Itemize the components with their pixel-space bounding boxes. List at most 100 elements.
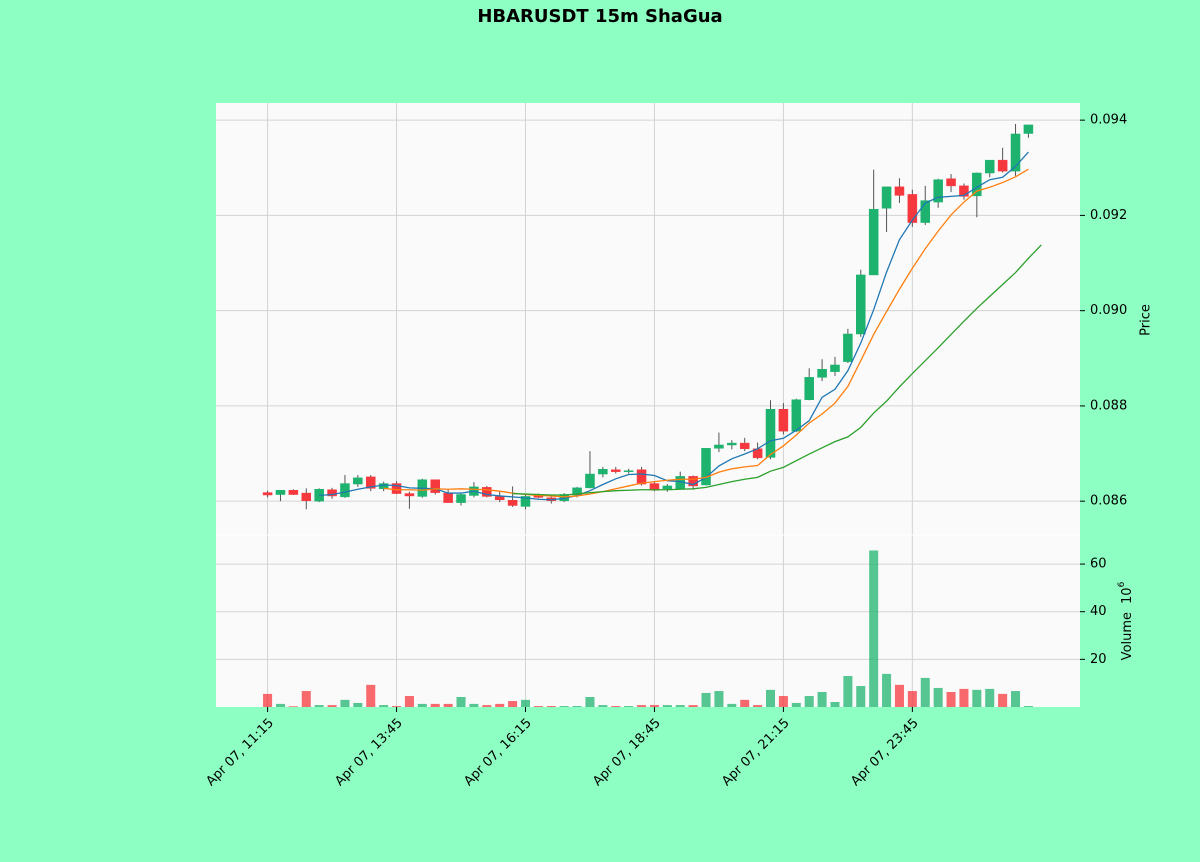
volume-bar [675, 705, 685, 707]
candle-body [340, 483, 350, 498]
volume-bar [701, 692, 711, 707]
candle-body [714, 444, 724, 449]
volume-bar [946, 691, 956, 707]
volume-bar [559, 706, 569, 707]
candle-body [817, 368, 827, 378]
candle-body [791, 399, 802, 432]
volume-bar [327, 705, 337, 707]
y-tick-label: 0.090 [1090, 303, 1127, 318]
candle-body [984, 159, 995, 174]
volume-bar [546, 706, 556, 707]
volume-bar [869, 550, 879, 707]
volume-bar [753, 705, 763, 707]
volume-bar [637, 705, 647, 707]
volume-bar [894, 684, 904, 707]
volume-label-text: Volume [1120, 612, 1135, 660]
x-tick-label: Apr 07, 11:15 [203, 716, 276, 789]
candle-body [262, 492, 273, 496]
candle-body [933, 179, 943, 203]
candle-body [404, 493, 415, 497]
volume-bar [959, 688, 969, 707]
volume-bar [469, 703, 479, 707]
volume-bar [765, 689, 776, 707]
candle-body [598, 469, 608, 475]
y-tick-label: 20 [1090, 652, 1107, 667]
y-tick-label: 0.094 [1090, 113, 1127, 128]
volume-bar [740, 699, 750, 707]
volume-bar [830, 701, 840, 707]
volume-bar [585, 696, 595, 707]
x-tick-label: Apr 07, 13:45 [332, 716, 405, 789]
volume-bar [624, 706, 634, 707]
volume-bar [907, 691, 917, 707]
volume-bar [301, 691, 311, 707]
candle-body [946, 178, 956, 187]
moving-average-line [383, 168, 1029, 498]
volume-bar [572, 706, 582, 707]
volume-bar [882, 673, 892, 707]
volume-bar [366, 684, 376, 707]
volume-bar [1011, 691, 1021, 707]
candle-body [843, 333, 853, 362]
candle-body [430, 479, 440, 493]
candle-body [1010, 133, 1021, 172]
y-tick-label: 0.086 [1090, 494, 1127, 509]
candle-body [1023, 124, 1034, 134]
candle-body [288, 489, 299, 495]
volume-bar [727, 703, 737, 707]
y-tick-label: 40 [1090, 604, 1107, 619]
candle-body [365, 476, 376, 489]
volume-bar [714, 691, 724, 707]
volume-bar [275, 703, 285, 707]
volume-bar [508, 701, 518, 707]
volume-bar [920, 677, 930, 707]
x-tick-label: Apr 07, 23:45 [848, 716, 921, 789]
volume-bar [340, 699, 350, 707]
volume-bar [778, 696, 788, 707]
volume-bar [817, 691, 827, 707]
volume-bar [688, 705, 698, 707]
volume-bar [288, 706, 298, 707]
candle-body [856, 274, 866, 335]
y-tick-label: 0.088 [1090, 398, 1127, 413]
candle-body [353, 477, 363, 485]
candle-body [662, 485, 673, 490]
x-tick-label: Apr 07, 18:45 [590, 716, 663, 789]
volume-bar [649, 705, 659, 707]
candle-body [482, 487, 492, 497]
candle-body [688, 476, 698, 487]
candle-body [456, 494, 466, 503]
candle-body [275, 489, 286, 495]
candle-body [868, 208, 879, 276]
x-tick-label: Apr 07, 21:15 [719, 716, 792, 789]
volume-bar [533, 706, 543, 707]
volume-bar [417, 703, 427, 707]
volume-axis-label: Volume 106 [1117, 581, 1135, 660]
volume-bar [443, 703, 453, 707]
candle-body [520, 496, 531, 507]
volume-bar [353, 702, 363, 707]
volume-bar [379, 705, 389, 707]
volume-bar [933, 687, 943, 707]
volume-bar [611, 706, 621, 707]
volume-bar [598, 705, 608, 707]
volume-bar [314, 705, 324, 707]
y-tick-label: 0.092 [1090, 208, 1127, 223]
candle-body [636, 469, 647, 485]
candle-body [881, 186, 892, 209]
volume-bar [482, 705, 492, 707]
candle-body [585, 473, 595, 489]
volume-bar [985, 688, 995, 707]
candle-body [739, 442, 750, 450]
candle-body [443, 492, 453, 503]
volume-bar [495, 703, 505, 707]
volume-bar [972, 689, 982, 707]
volume-bar [263, 693, 273, 707]
volume-bar [404, 696, 414, 707]
volume-bar [662, 705, 672, 707]
candle-body [997, 159, 1008, 172]
volume-bar [456, 696, 466, 707]
x-tick-label: Apr 07, 16:15 [461, 716, 534, 789]
candle-body [959, 185, 969, 197]
candle-body [920, 200, 931, 223]
